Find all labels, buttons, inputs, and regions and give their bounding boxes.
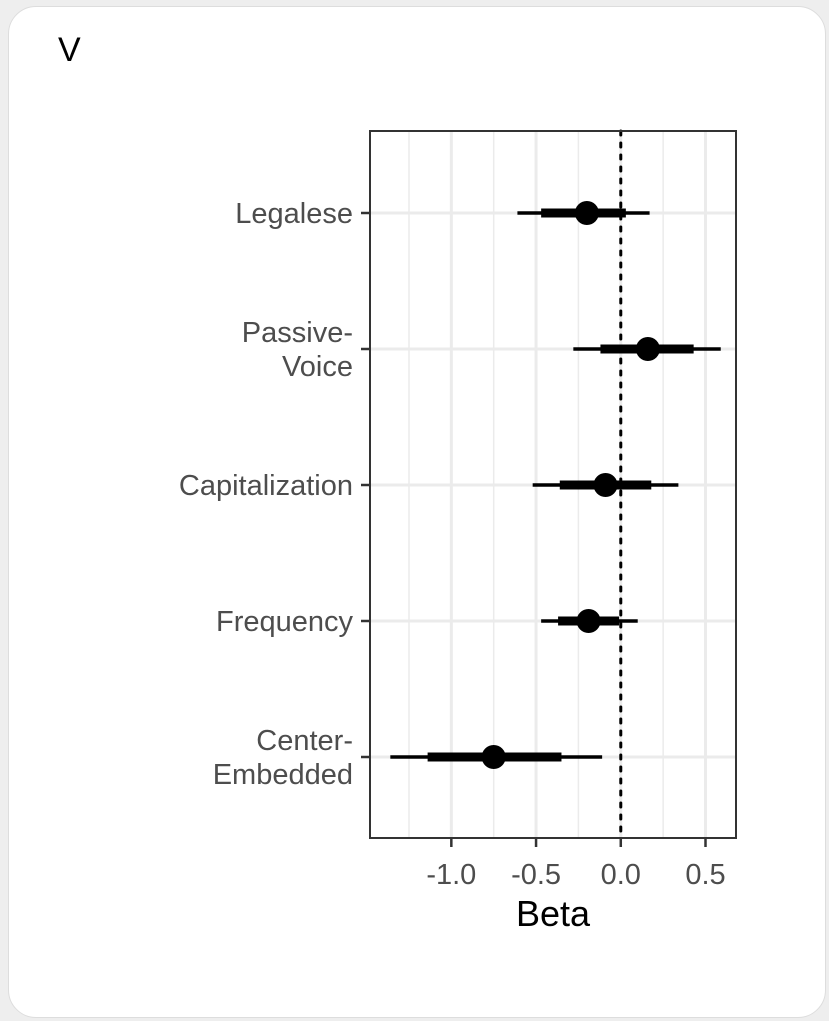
category-label: Frequency: [216, 606, 354, 638]
point-estimate: [593, 473, 618, 497]
panel-label: V: [58, 31, 81, 69]
x-tick-label: 0.5: [685, 859, 725, 891]
category-label: Legalese: [235, 198, 353, 230]
category-label: Embedded: [213, 759, 353, 791]
point-estimate: [574, 201, 599, 225]
x-tick-label: -1.0: [426, 859, 476, 891]
x-axis-title: Beta: [516, 893, 591, 934]
category-label: Passive-: [242, 317, 353, 349]
category-label: Capitalization: [179, 470, 353, 502]
category-label: Center-: [256, 725, 353, 757]
category-label: Voice: [282, 351, 353, 383]
point-estimate: [481, 745, 506, 769]
point-estimate: [576, 609, 601, 633]
x-tick-label: -0.5: [511, 859, 561, 891]
x-tick-label: 0.0: [601, 859, 641, 891]
point-estimate: [635, 337, 660, 361]
